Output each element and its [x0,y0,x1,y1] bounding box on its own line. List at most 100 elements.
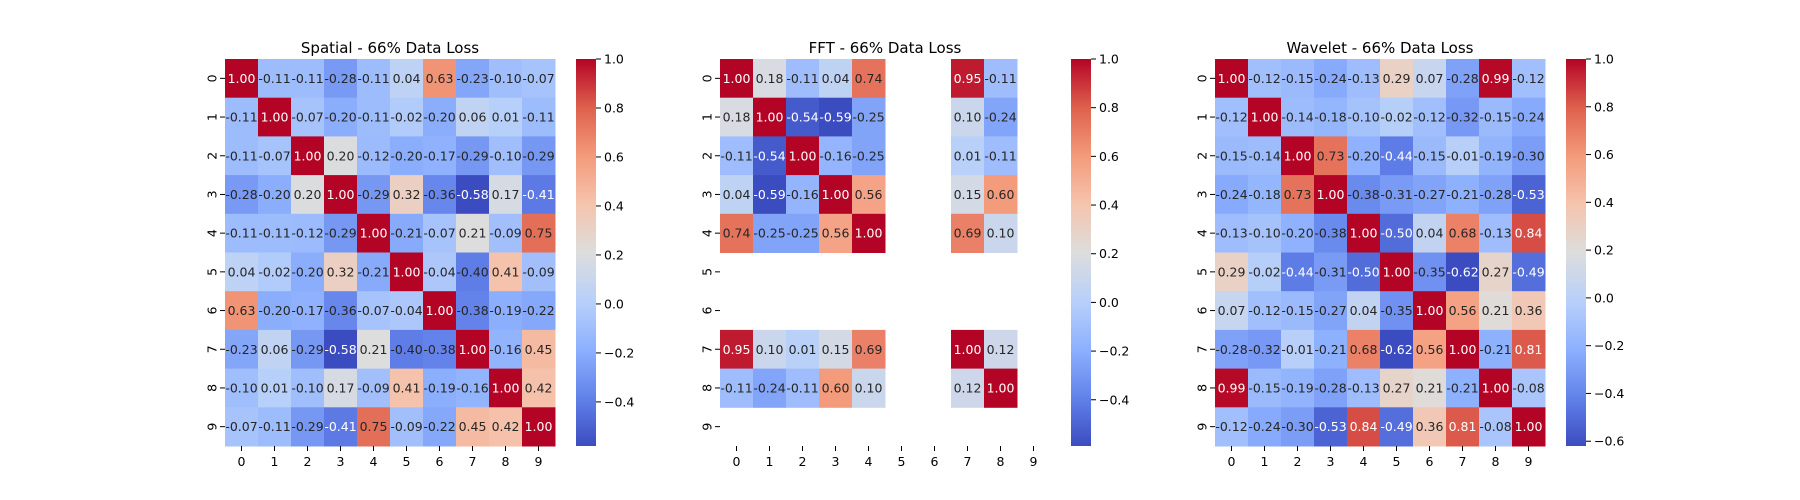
heatmap-cell [1347,97,1381,137]
heatmap-cell [522,213,556,253]
heatmap-cell [225,252,259,292]
heatmap-cell [1347,368,1381,408]
heatmap-cell [753,213,787,253]
cell-value-label: -0.41 [522,187,554,202]
heatmap-cell [390,136,424,176]
heatmap-cell [1248,175,1282,215]
cell-value-label: -0.28 [1215,342,1247,357]
heatmap-cell [786,59,820,99]
cell-value-label: -0.21 [390,226,422,241]
cell-value-label: 0.01 [492,110,520,125]
heatmap-cell [522,97,556,137]
y-tick-label: 6 [205,307,220,315]
cell-value-label: -0.24 [984,110,1016,125]
y-tick-label: 5 [700,268,715,276]
heatmap-cell [984,213,1018,253]
heatmap-cell [423,136,457,176]
heatmap-cell [1446,97,1480,137]
heatmap-cell [291,291,325,331]
cell-value-label: 0.04 [1416,226,1444,241]
colorbar-tick-label: 0.8 [604,100,624,115]
heatmap-cell [1281,136,1315,176]
heatmap-cell [423,175,457,215]
cell-value-label: -0.41 [324,419,356,434]
cell-value-label: 0.27 [1482,264,1510,279]
heatmap-cell [489,59,523,99]
y-tick-label: 1 [1195,113,1210,121]
colorbar-tick-label: −0.2 [1594,338,1624,353]
cell-value-label: 0.56 [1449,303,1477,318]
cell-value-label: -0.15 [1248,380,1280,395]
heatmap-cell [1314,175,1348,215]
x-tick-label: 6 [931,454,939,469]
cell-value-label: 0.81 [1449,419,1477,434]
cell-value-label: 0.63 [228,303,256,318]
heatmap-cell [1413,59,1447,99]
heatmap-cell [456,368,490,408]
y-tick-label: 6 [1195,307,1210,315]
colorbar-tick-label: 0.6 [1099,149,1119,164]
heatmap-cell [720,136,754,176]
y-tick-label: 4 [1195,229,1210,237]
heatmap-cell [852,175,886,215]
cell-value-label: -0.50 [1347,264,1379,279]
heatmap-cell [489,407,523,447]
cell-value-label: -0.24 [1314,71,1346,86]
heatmap-cell [258,97,292,137]
heatmap-cell [390,368,424,408]
heatmap-cell [1281,59,1315,99]
heatmap-cell [225,291,259,331]
heatmap-cell [1479,97,1513,137]
cell-value-label: -0.28 [1479,187,1511,202]
cell-value-label: -0.04 [390,303,422,318]
cell-value-label: -0.15 [1281,71,1313,86]
cell-value-label: -0.12 [357,148,389,163]
heatmap-cell [456,136,490,176]
cell-value-label: -0.21 [1446,380,1478,395]
colorbar-tick-label: 0.8 [1099,100,1119,115]
heatmap-cell [357,213,391,253]
cell-value-label: -0.21 [1479,342,1511,357]
cell-value-label: -0.29 [324,226,356,241]
cell-value-label: -0.07 [423,226,455,241]
cell-value-label: 0.01 [789,342,817,357]
cell-value-label: 0.21 [1482,303,1510,318]
colorbar [576,59,596,446]
cell-value-label: -0.53 [1314,419,1346,434]
cell-value-label: -0.32 [1446,110,1478,125]
heatmap-cell [1380,407,1414,447]
cell-value-label: -0.27 [1314,303,1346,318]
cell-value-label: -0.16 [489,342,521,357]
heatmap-cell [423,407,457,447]
heatmap-cell [951,213,985,253]
cell-value-label: 0.06 [261,342,289,357]
cell-value-label: 0.41 [393,380,421,395]
heatmap-cell [852,97,886,137]
heatmap-cell [1512,136,1546,176]
heatmap-cell [753,59,787,99]
cell-value-label: -0.12 [1215,419,1247,434]
x-tick-label: 1 [1261,454,1269,469]
heatmap-cell [1215,136,1249,176]
heatmap-cell [852,368,886,408]
cell-value-label: 0.84 [1515,226,1543,241]
heatmap-cell [1512,407,1546,447]
cell-value-label: 0.75 [360,419,388,434]
cell-value-label: 0.10 [954,110,982,125]
heatmap-cell [1446,368,1480,408]
cell-value-label: -0.30 [1281,419,1313,434]
heatmap-cell [390,329,424,370]
cell-value-label: 0.68 [1449,226,1477,241]
colorbar-tick-label: 0.2 [604,247,624,262]
y-tick-label: 9 [205,423,220,431]
cell-value-label: -0.07 [357,303,389,318]
heatmap-cell [291,368,325,408]
heatmap-cell [1314,213,1348,253]
cell-value-label: -0.08 [1512,380,1544,395]
heatmap-cell [1446,175,1480,215]
heatmap-cell [1347,59,1381,99]
cell-value-label: 0.01 [261,380,289,395]
heatmap-cell [1215,329,1249,370]
cell-value-label: -0.21 [357,264,389,279]
heatmap-cell [1215,97,1249,137]
